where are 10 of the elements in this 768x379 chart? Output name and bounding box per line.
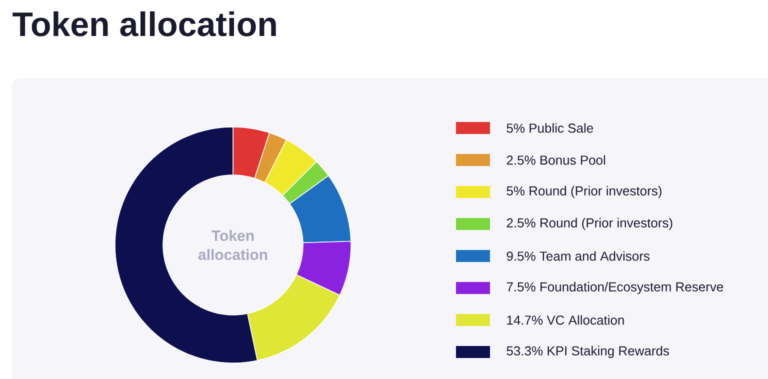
chart-title: Token allocation xyxy=(12,11,276,36)
legend-label: 9.5% Team and Advisors xyxy=(506,251,650,261)
legend-label: 5% Round (Prior investors) xyxy=(506,186,662,198)
legend-label: 5% Public Sale xyxy=(506,123,594,133)
legend-label: 7.5% Foundation/Ecosystem Reserve xyxy=(506,282,724,294)
text: Token allocation xyxy=(198,230,268,260)
legend-label: 2.5% Bonus Pool xyxy=(506,155,606,165)
legend-label: 53.3% KPI Staking Rewards xyxy=(506,346,670,358)
legend-label: 2.5% Round (Prior investors) xyxy=(506,218,672,230)
legend-label: 14.7% VC Allocation xyxy=(507,315,624,325)
